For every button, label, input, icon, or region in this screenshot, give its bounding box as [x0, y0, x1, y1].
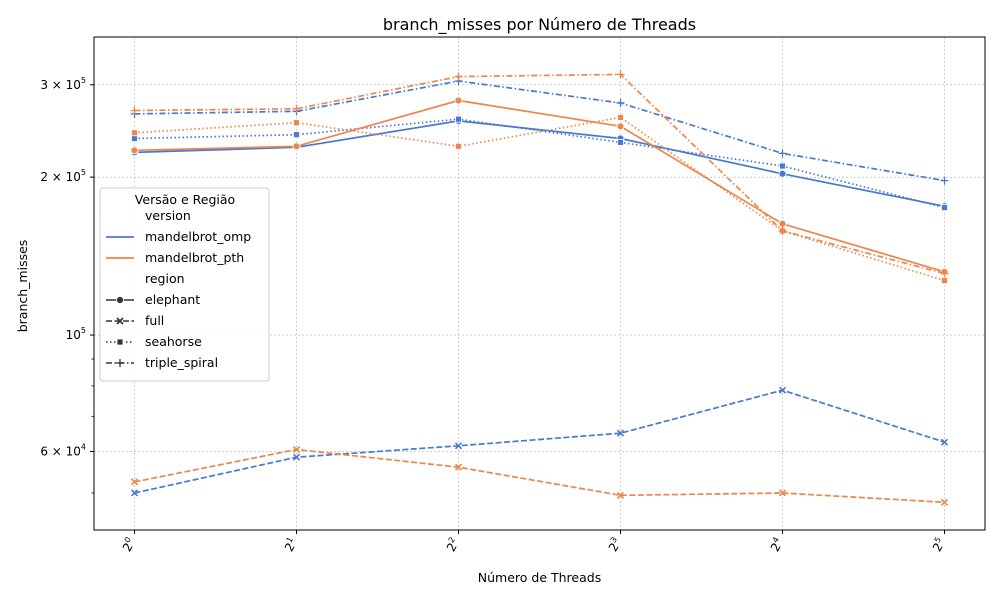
- data-point: [454, 96, 463, 105]
- data-point: [292, 453, 301, 461]
- data-point: [616, 70, 625, 79]
- x-tick-label: 25: [929, 535, 948, 554]
- data-point: [617, 138, 624, 146]
- data-point: [778, 149, 787, 158]
- data-point: [130, 106, 139, 115]
- x-tick-label: 21: [281, 535, 300, 554]
- y-tick-label: 6 × 104: [40, 442, 86, 458]
- data-point: [616, 429, 625, 437]
- data-point: [778, 219, 787, 228]
- legend-marker: [116, 317, 124, 325]
- x-tick-label: 20: [119, 535, 138, 554]
- series-mandelbrot_pth-triple_spiral: [130, 70, 949, 278]
- series-line: [134, 116, 945, 282]
- y-tick-label: 3 × 105: [40, 76, 86, 92]
- data-point: [130, 478, 139, 486]
- x-axis-label: Número de Threads: [478, 570, 601, 585]
- series-line: [134, 80, 945, 182]
- series-line: [134, 73, 945, 275]
- data-point: [779, 162, 786, 170]
- series-mandelbrot_pth-full: [130, 445, 949, 506]
- legend-entry-label: mandelbrot_pth: [145, 250, 244, 265]
- data-point: [940, 438, 949, 446]
- legend-subtitle: version: [145, 208, 191, 223]
- series-line: [134, 448, 945, 504]
- series-mandelbrot_omp-seahorse: [131, 115, 948, 211]
- legend: Versão e Região version mandelbrot_ompman…: [99, 187, 270, 382]
- data-point: [130, 146, 139, 155]
- legend-entry-label: triple_spiral: [145, 355, 218, 370]
- data-point: [130, 489, 139, 497]
- x-axis-ticks: 20 21 22 23 24 25: [119, 530, 948, 554]
- data-point: [778, 386, 787, 394]
- y-axis-label: branch_misses: [15, 240, 30, 333]
- data-point: [292, 445, 301, 454]
- legend-subtitle: region: [145, 271, 185, 286]
- data-point: [941, 277, 948, 285]
- x-tick-label: 24: [767, 535, 786, 554]
- data-point: [940, 269, 949, 278]
- legend-marker: [116, 359, 124, 367]
- series-line: [134, 120, 945, 208]
- y-tick-label: 2 × 105: [40, 168, 86, 184]
- legend-entry-label: full: [145, 313, 164, 328]
- y-tick-label: 105: [66, 326, 86, 342]
- data-point: [292, 142, 301, 151]
- data-point: [616, 122, 625, 131]
- plot-area-frame: [93, 36, 986, 531]
- legend-entry-label: seahorse: [145, 334, 202, 349]
- data-point: [131, 135, 138, 142]
- y-axis-ticks: 6 × 104 105 2 × 105 3 × 105: [40, 76, 94, 494]
- chart-title: branch_misses por Número de Threads: [383, 15, 696, 35]
- data-point: [940, 176, 949, 185]
- series-line: [134, 389, 945, 494]
- data-point: [455, 142, 462, 150]
- legend-entry-label: elephant: [145, 292, 200, 307]
- data-point: [455, 115, 462, 123]
- series-layer: [130, 70, 949, 506]
- data-point: [293, 131, 300, 139]
- data-point: [941, 204, 948, 211]
- x-tick-label: 22: [443, 535, 462, 554]
- data-point: [454, 442, 463, 450]
- legend-marker: [116, 296, 124, 304]
- data-point: [940, 498, 949, 506]
- data-point: [131, 129, 138, 137]
- legend-box: [99, 187, 270, 382]
- data-point: [778, 489, 787, 497]
- series-line: [134, 99, 945, 273]
- data-point: [293, 119, 300, 127]
- series-mandelbrot_omp-triple_spiral: [130, 77, 949, 185]
- series-mandelbrot_omp-full: [130, 386, 949, 497]
- x-tick-label: 23: [605, 535, 624, 554]
- data-point: [778, 226, 787, 235]
- data-point: [454, 463, 463, 471]
- series-line: [134, 118, 945, 209]
- legend-entry-label: mandelbrot_omp: [145, 229, 251, 244]
- data-point: [617, 113, 624, 121]
- data-point: [616, 98, 625, 107]
- data-point: [778, 169, 787, 178]
- data-point: [616, 491, 625, 499]
- data-point: [292, 104, 301, 113]
- data-point: [454, 72, 463, 81]
- legend-marker: [116, 338, 124, 346]
- legend-title: Versão e Região: [135, 192, 235, 207]
